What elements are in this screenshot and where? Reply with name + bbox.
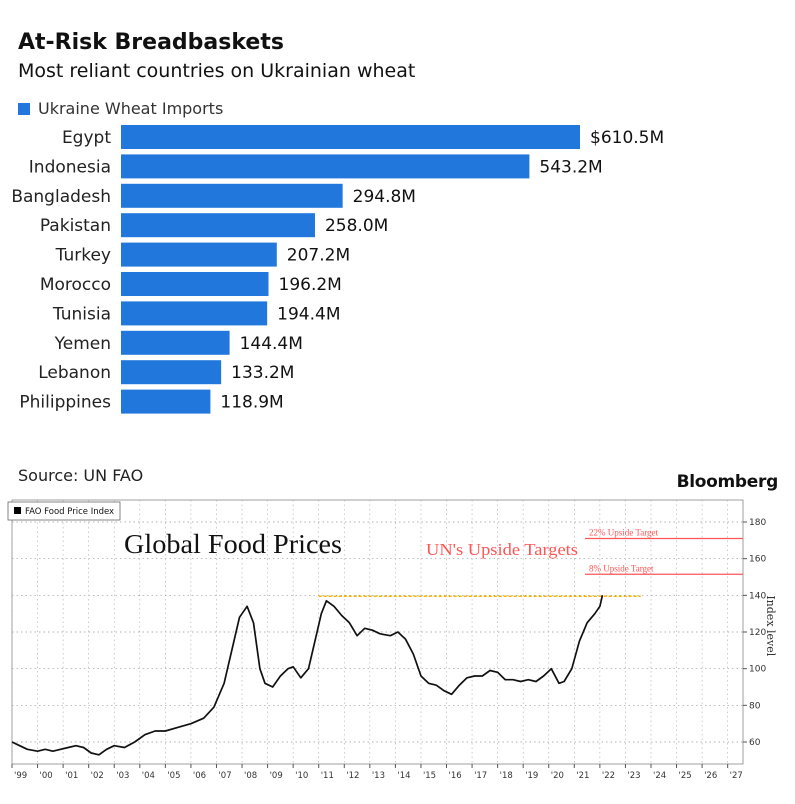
bar-category-label: Egypt bbox=[62, 128, 111, 148]
upside-targets-annotation: UN's Upside Targets bbox=[426, 540, 578, 559]
bar-category-label: Philippines bbox=[19, 393, 111, 413]
x-tick-label: '10 bbox=[295, 771, 308, 781]
bar bbox=[121, 154, 530, 179]
x-tick-label: '06 bbox=[193, 771, 206, 781]
x-tick-label: '16 bbox=[449, 771, 462, 781]
x-tick-label: '20 bbox=[551, 771, 564, 781]
x-tick-label: '07 bbox=[218, 771, 231, 781]
x-tick-label: '24 bbox=[653, 771, 666, 781]
x-tick-label: '99 bbox=[14, 771, 27, 781]
x-tick-label: '23 bbox=[627, 771, 640, 781]
bar bbox=[121, 213, 315, 238]
x-tick-label: '02 bbox=[91, 771, 104, 781]
x-tick-label: '19 bbox=[525, 771, 538, 781]
target-8-label: 8% Upside Target bbox=[589, 563, 654, 573]
x-tick-label: '18 bbox=[500, 771, 513, 781]
line-legend-box bbox=[7, 501, 121, 521]
bar bbox=[121, 242, 277, 267]
x-tick-label: '03 bbox=[116, 771, 129, 781]
chart-subtitle: Most reliant countries on Ukrainian whea… bbox=[18, 60, 416, 82]
chart-title: At-Risk Breadbaskets bbox=[18, 30, 284, 55]
food-price-line-chart: 60 80 100 120 140 160 180 '99 '00 '01 '02 '03 '04 '05… bbox=[7, 499, 777, 781]
x-tick-label: '05 bbox=[167, 771, 180, 781]
bar-value-label: 133.2M bbox=[231, 363, 294, 383]
bar-legend: Ukraine Wheat Imports bbox=[18, 99, 223, 118]
bar-value-label: 207.2M bbox=[287, 246, 350, 266]
bar-value-label: 194.4M bbox=[277, 304, 340, 324]
line-chart-title: Global Food Prices bbox=[124, 529, 342, 559]
x-tick-label: '08 bbox=[244, 771, 257, 781]
x-tick-label: '12 bbox=[346, 771, 359, 781]
x-tick-label: '13 bbox=[372, 771, 385, 781]
source-note: Source: UN FAO bbox=[18, 466, 144, 485]
bar-category-label: Pakistan bbox=[40, 216, 111, 236]
bar bbox=[121, 183, 343, 208]
bar-value-label: 258.0M bbox=[325, 216, 388, 236]
x-tick-label: '09 bbox=[270, 771, 283, 781]
bar-category-label: Morocco bbox=[40, 275, 111, 295]
bar-value-label: 294.8M bbox=[353, 187, 416, 207]
legend-swatch-icon bbox=[18, 102, 30, 115]
bar bbox=[121, 330, 230, 355]
bar bbox=[121, 125, 580, 149]
x-tick-label: '14 bbox=[397, 771, 410, 781]
x-tick-label: '00 bbox=[40, 771, 53, 781]
x-tick-label: '26 bbox=[704, 771, 717, 781]
target-22-label: 22% Upside Target bbox=[589, 528, 659, 538]
y-tick-label: 80 bbox=[749, 701, 761, 711]
bar bbox=[121, 389, 211, 414]
bar bbox=[121, 301, 268, 326]
bar-category-label: Turkey bbox=[55, 246, 111, 266]
y-tick-label: 100 bbox=[749, 665, 766, 675]
x-tick-label: '25 bbox=[679, 771, 692, 781]
x-tick-label: '04 bbox=[142, 771, 155, 781]
bar-category-label: Tunisia bbox=[52, 304, 111, 324]
x-tick-label: '17 bbox=[474, 771, 487, 781]
bar-value-label: $610.5M bbox=[590, 128, 664, 148]
bar-value-label: 196.2M bbox=[279, 275, 342, 295]
bar-category-label: Lebanon bbox=[38, 363, 111, 383]
wheat-imports-bar-chart: Egypt $610.5M Indonesia 543.2M Bangladesh 294… bbox=[11, 125, 664, 414]
line-legend-label: FAO Food Price Index bbox=[25, 507, 114, 517]
y-tick-label: 60 bbox=[749, 738, 761, 748]
x-tick-label: '01 bbox=[65, 771, 78, 781]
bar-category-label: Yemen bbox=[54, 334, 111, 354]
y-tick-label: 180 bbox=[749, 518, 766, 528]
bar-category-label: Indonesia bbox=[29, 157, 111, 177]
bar bbox=[121, 272, 269, 296]
line-legend-swatch-icon bbox=[14, 507, 21, 514]
x-tick-label: '27 bbox=[730, 771, 743, 781]
x-tick-label: '11 bbox=[321, 771, 334, 781]
x-tick-label: '15 bbox=[423, 771, 436, 781]
bar-value-label: 543.2M bbox=[539, 157, 602, 177]
legend-label: Ukraine Wheat Imports bbox=[38, 99, 224, 118]
y-tick-label: 120 bbox=[749, 628, 766, 638]
bar-value-label: 144.4M bbox=[240, 334, 303, 354]
bar bbox=[121, 360, 222, 385]
brand-logo: Bloomberg bbox=[676, 472, 779, 492]
y-tick-label: 140 bbox=[749, 591, 766, 601]
x-tick-label: '22 bbox=[602, 771, 615, 781]
x-tick-label: '21 bbox=[576, 771, 589, 781]
y-tick-label: 160 bbox=[749, 555, 766, 565]
bar-category-label: Bangladesh bbox=[11, 187, 111, 207]
bar-value-label: 118.9M bbox=[220, 393, 283, 413]
y-axis-label: Index level bbox=[764, 595, 777, 656]
food-price-index-line bbox=[11, 595, 604, 756]
